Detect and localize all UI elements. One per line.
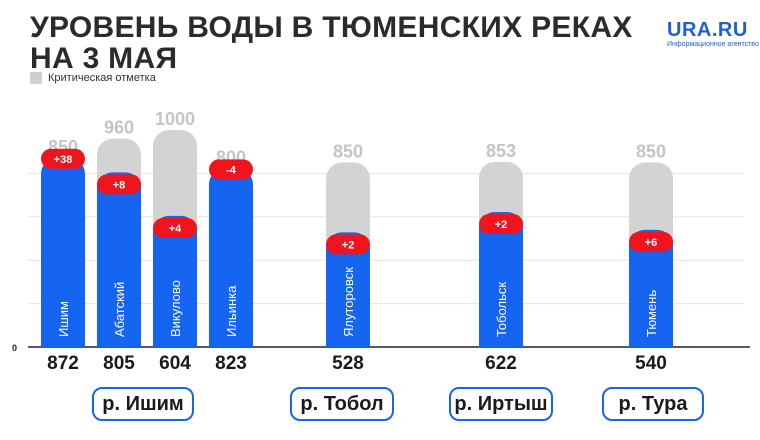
brand-logo: URA.RU Информационное агентство bbox=[667, 20, 759, 48]
chart-title: УРОВЕНЬ ВОДЫ В ТЮМЕНСКИХ РЕКАХ НА 3 МАЯ bbox=[30, 12, 633, 74]
change-pill-3 bbox=[209, 159, 253, 180]
change-label-5: +2 bbox=[495, 219, 508, 231]
change-pill-5 bbox=[479, 214, 523, 235]
level-bar-base-0 bbox=[41, 331, 85, 347]
change-label-4: +2 bbox=[342, 239, 355, 251]
level-value-2: 604 bbox=[159, 353, 191, 374]
station-name-2: Викулово bbox=[168, 280, 183, 337]
river-label-irtysh: р. Иртыш bbox=[449, 387, 553, 421]
level-bar-0 bbox=[41, 157, 85, 347]
change-label-0: +38 bbox=[54, 154, 73, 166]
level-value-3: 823 bbox=[215, 353, 247, 374]
change-pill-6 bbox=[629, 231, 673, 252]
level-bar-5 bbox=[479, 212, 523, 347]
change-label-2: +4 bbox=[169, 223, 182, 235]
level-bar-6 bbox=[629, 229, 673, 347]
level-value-0: 872 bbox=[47, 353, 79, 374]
legend-swatch-critical bbox=[30, 72, 42, 84]
level-bar-base-3 bbox=[209, 331, 253, 347]
level-value-4: 528 bbox=[332, 353, 364, 374]
river-label-ishim: р. Ишим bbox=[92, 387, 194, 421]
level-bar-1 bbox=[97, 172, 141, 347]
legend: Критическая отметка bbox=[30, 72, 156, 84]
critical-label-4: 850 bbox=[333, 142, 363, 162]
change-pill-4 bbox=[326, 234, 370, 255]
change-pill-1 bbox=[97, 174, 141, 195]
level-bar-base-4 bbox=[326, 331, 370, 347]
level-value-1: 805 bbox=[103, 353, 135, 374]
river-label-tobol: р. Тобол bbox=[290, 387, 394, 421]
critical-label-5: 853 bbox=[486, 141, 516, 161]
station-name-6: Тюмень bbox=[644, 290, 659, 337]
level-bar-2 bbox=[153, 215, 197, 347]
legend-label: Критическая отметка bbox=[48, 72, 156, 84]
level-bar-base-1 bbox=[97, 331, 141, 347]
level-bar-4 bbox=[326, 232, 370, 347]
level-bar-3 bbox=[209, 168, 253, 347]
critical-label-2: 1000 bbox=[155, 109, 195, 129]
level-bar-base-2 bbox=[153, 331, 197, 347]
level-value-5: 622 bbox=[485, 353, 517, 374]
river-label-tura: р. Тура bbox=[602, 387, 704, 421]
level-value-6: 540 bbox=[635, 353, 667, 374]
brand-name: URA.RU bbox=[667, 19, 748, 41]
change-label-6: +6 bbox=[645, 237, 658, 249]
brand-subtitle: Информационное агентство bbox=[667, 41, 759, 48]
change-pill-0 bbox=[41, 148, 85, 169]
y-axis-zero-label: 0 bbox=[12, 343, 17, 353]
change-label-3: -4 bbox=[226, 164, 237, 176]
change-pill-2 bbox=[153, 217, 197, 238]
station-name-0: Ишим bbox=[56, 301, 71, 337]
level-bar-base-6 bbox=[629, 331, 673, 347]
station-name-3: Ильинка bbox=[224, 285, 239, 337]
station-name-4: Ялуторовск bbox=[341, 267, 356, 337]
station-name-5: Тобольск bbox=[494, 282, 509, 337]
chart-title-line1: УРОВЕНЬ ВОДЫ В ТЮМЕНСКИХ РЕКАХ bbox=[30, 11, 633, 44]
level-bar-base-5 bbox=[479, 331, 523, 347]
station-name-1: Абатский bbox=[112, 282, 127, 337]
critical-label-1: 960 bbox=[104, 118, 134, 138]
chart-title-line2: НА 3 МАЯ bbox=[30, 42, 178, 75]
change-label-1: +8 bbox=[113, 179, 126, 191]
critical-label-6: 850 bbox=[636, 142, 666, 162]
